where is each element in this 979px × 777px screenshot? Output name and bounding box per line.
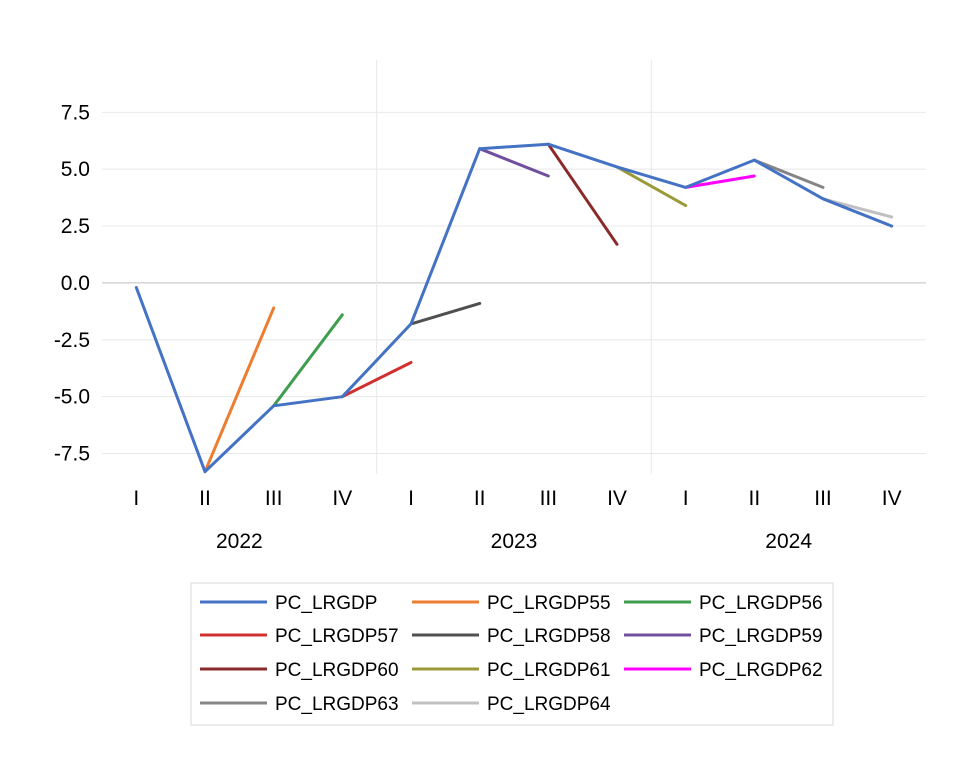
y-tick-label: -2.5 bbox=[54, 329, 90, 352]
legend: PC_LRGDP PC_LRGDP55 PC_LRGDP56 PC_LRGDP57 PC… bbox=[190, 582, 834, 726]
legend-label: PC_LRGDP60 bbox=[275, 660, 399, 681]
legend-label: PC_LRGDP63 bbox=[275, 694, 399, 715]
x-tick-label: IV bbox=[607, 487, 627, 510]
series-line-pc-lrgdp59 bbox=[478, 147, 550, 178]
series-line-pc-lrgdp63 bbox=[752, 158, 825, 189]
x-tick-label: II bbox=[474, 487, 486, 510]
legend-label: PC_LRGDP62 bbox=[699, 660, 823, 681]
series-lines bbox=[134, 142, 894, 474]
series-line-pc-lrgdp57 bbox=[340, 361, 413, 399]
x-tick-label: III bbox=[540, 487, 558, 510]
legend-label: PC_LRGDP58 bbox=[487, 626, 611, 647]
series-line-pc-lrgdp60 bbox=[546, 142, 619, 246]
series-line-pc-lrgdp bbox=[134, 142, 894, 474]
y-tick-label: -5.0 bbox=[54, 386, 90, 409]
legend-label: PC_LRGDP61 bbox=[487, 660, 611, 681]
legend-frame bbox=[190, 582, 834, 726]
y-tick-label: 7.5 bbox=[61, 101, 90, 124]
year-label: 2022 bbox=[216, 530, 263, 553]
legend-label: PC_LRGDP64 bbox=[487, 694, 611, 715]
year-label: 2024 bbox=[765, 530, 812, 553]
year-label: 2023 bbox=[491, 530, 538, 553]
x-tick-label: IV bbox=[332, 487, 352, 510]
y-tick-label: -7.5 bbox=[54, 443, 90, 466]
x-tick-label: III bbox=[814, 487, 832, 510]
legend-label: PC_LRGDP bbox=[275, 593, 377, 614]
legend-label: PC_LRGDP57 bbox=[275, 626, 399, 647]
legend-label: PC_LRGDP56 bbox=[699, 593, 823, 614]
series-line-pc-lrgdp61 bbox=[615, 165, 688, 208]
x-tick-label: III bbox=[265, 487, 283, 510]
series-line-pc-lrgdp55 bbox=[203, 306, 276, 474]
legend-label: PC_LRGDP59 bbox=[699, 626, 823, 647]
series-line-pc-lrgdp56 bbox=[272, 313, 344, 408]
x-tick-label: II bbox=[748, 487, 760, 510]
x-tick-label: I bbox=[133, 487, 139, 510]
x-tick-label: I bbox=[683, 487, 689, 510]
series-line-pc-lrgdp62 bbox=[684, 174, 756, 189]
legend-label: PC_LRGDP55 bbox=[487, 593, 611, 614]
y-tick-label: 0.0 bbox=[61, 272, 90, 295]
y-tick-label: 5.0 bbox=[61, 158, 90, 181]
x-tick-label: IV bbox=[882, 487, 902, 510]
series-line-pc-lrgdp58 bbox=[409, 301, 482, 326]
grid bbox=[102, 60, 926, 474]
y-tick-label: 2.5 bbox=[61, 215, 90, 238]
axes: 7.55.02.50.0-2.5-5.0-7.5I II III IV I II III IV… bbox=[54, 101, 902, 553]
x-tick-label: I bbox=[408, 487, 414, 510]
x-tick-label: II bbox=[199, 487, 211, 510]
